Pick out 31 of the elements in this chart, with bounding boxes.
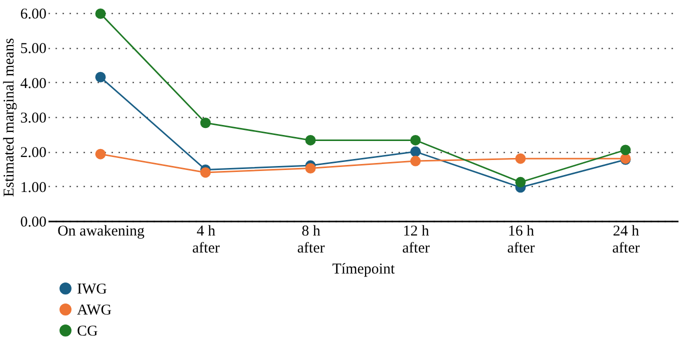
y-tick-label: 2.00 <box>20 145 46 162</box>
point <box>305 163 316 174</box>
legend-label: CG <box>77 324 98 340</box>
point <box>95 148 106 160</box>
point <box>305 134 316 146</box>
x-tick-label: 8 h after <box>297 224 325 256</box>
y-tick-label: 6.00 <box>20 6 46 22</box>
x-tick-label: 4 h after <box>192 224 220 256</box>
point <box>515 176 526 188</box>
x-tick-label: On awakening <box>57 224 146 240</box>
point <box>200 167 211 178</box>
point <box>95 8 106 19</box>
point <box>410 146 421 157</box>
y-tick-label: 0.00 <box>20 214 46 230</box>
point <box>95 72 106 82</box>
y-tick-label: 5.00 <box>20 41 46 58</box>
point <box>410 134 421 146</box>
point <box>200 118 211 128</box>
x-tick-label: 24 h after <box>612 224 640 256</box>
point <box>410 156 421 166</box>
legend-label: AWG <box>77 302 112 318</box>
point <box>620 144 631 156</box>
point <box>515 153 526 164</box>
y-tick-label: 1.00 <box>20 180 46 196</box>
x-tick-label: 12 h after <box>402 224 430 256</box>
x-tick-label: 16 h after <box>507 224 535 256</box>
y-tick-label: 3.00 <box>20 110 46 126</box>
y-axis-title: Estimated marginal means <box>1 38 18 197</box>
y-tick-label: 4.00 <box>20 76 46 92</box>
x-axis-title: Tímepoint <box>332 262 396 278</box>
legend-label: IWG <box>77 282 108 298</box>
